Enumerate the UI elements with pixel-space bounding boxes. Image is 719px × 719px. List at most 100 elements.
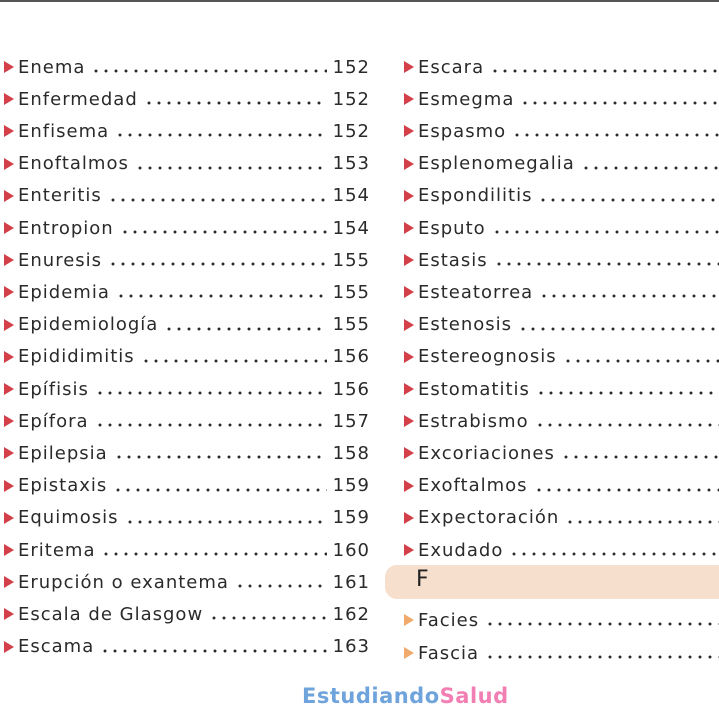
index-entry: Estomatitis: [404, 376, 719, 402]
entry-term: Fascia: [418, 642, 480, 664]
dot-leader: [518, 326, 719, 331]
bullet: [404, 647, 414, 659]
page-number: 152: [332, 88, 370, 110]
dot-leader: [115, 133, 327, 138]
page-number: 156: [332, 378, 370, 400]
page-number: 155: [332, 249, 370, 271]
index-entry: Entropion 154: [4, 215, 370, 241]
page-number: 159: [332, 507, 370, 529]
bullet: [4, 447, 14, 460]
entry-term: Equimosis: [18, 507, 119, 529]
top-rule: [0, 0, 719, 2]
dot-leader: [91, 69, 327, 73]
entry-term: Eritema: [18, 539, 96, 561]
dot-leader: [113, 487, 327, 492]
bullet: [404, 254, 414, 267]
index-entry: Erupción o exantema 161: [4, 569, 370, 595]
entry-term: Espondilitis: [418, 185, 533, 207]
bullet: [4, 125, 14, 138]
dot-leader: [491, 230, 719, 234]
index-entry: Exudado: [404, 537, 719, 563]
entry-term: Esteatorrea: [418, 281, 534, 303]
dot-leader: [490, 69, 719, 73]
entry-term: Excoriaciones: [418, 442, 555, 464]
dot-leader: [113, 455, 327, 460]
index-entry: Expectoración: [404, 505, 719, 531]
entry-term: Erupción o exantema: [18, 571, 229, 593]
dot-leader: [94, 423, 327, 428]
bullet: [404, 318, 414, 331]
entry-term: Epididimitis: [18, 346, 135, 368]
page-number: 154: [332, 217, 370, 239]
dot-leader: [164, 326, 327, 331]
bullet: [404, 479, 414, 492]
index-entry: Esmegma: [404, 86, 719, 112]
index-entry: Exoftalmos: [404, 473, 719, 499]
page-number: 152: [332, 56, 370, 78]
entry-term: Enteritis: [18, 185, 102, 207]
entry-term: Epistaxis: [18, 475, 108, 497]
brand-part: Salud: [439, 684, 509, 708]
dot-leader: [560, 455, 719, 460]
dot-leader: [234, 584, 327, 589]
dot-leader: [94, 391, 327, 395]
entry-term: Escara: [418, 56, 485, 78]
dot-leader: [565, 519, 719, 524]
dot-leader: [143, 101, 327, 106]
brand-part: Estudiando: [302, 684, 440, 708]
entry-term: Enfermedad: [18, 88, 138, 110]
entry-term: Estasis: [418, 249, 488, 271]
index-entry: Estereognosis: [404, 344, 719, 370]
index-entry: Espasmo: [404, 118, 719, 144]
page-number: 156: [332, 346, 370, 368]
dot-leader: [538, 197, 719, 202]
index-entry: Estenosis: [404, 312, 719, 338]
index-entry: Esplenomegalia: [404, 151, 719, 177]
index-entry: Epífora 157: [4, 408, 370, 434]
dot-leader: [485, 655, 719, 659]
section-band: F: [385, 565, 719, 599]
entry-term: Estereognosis: [418, 346, 557, 368]
bullet: [4, 222, 14, 234]
index-entry: Estrabismo: [404, 408, 719, 434]
bullet: [404, 125, 414, 138]
dot-leader: [108, 262, 327, 267]
index-entry: Epidemiología 155: [4, 312, 370, 338]
entry-term: Epífisis: [18, 378, 89, 400]
index-entry: Estasis: [404, 247, 719, 273]
index-entry: Epilepsia 158: [4, 440, 370, 466]
dot-leader: [100, 648, 327, 653]
bullet: [404, 383, 414, 395]
page-number: 153: [332, 153, 370, 175]
bullet: [4, 254, 14, 267]
index-entry: Facies: [404, 607, 719, 633]
dot-leader: [101, 552, 327, 556]
index-entry: Escala de Glasgow 162: [4, 601, 370, 627]
entry-term: Enoftalmos: [18, 153, 129, 175]
bullet: [4, 286, 14, 299]
bullet: [4, 93, 14, 106]
index-entry: Escara: [404, 54, 719, 80]
index-entry: Enema 152: [4, 54, 370, 80]
index-entry: Eritema 160: [4, 537, 370, 563]
bullet: [4, 544, 14, 556]
entry-term: Esputo: [418, 217, 486, 239]
index-entry: Equimosis 159: [4, 505, 370, 531]
entry-term: Estomatitis: [418, 378, 530, 400]
bullet: [404, 511, 414, 524]
entry-term: Enuresis: [18, 249, 103, 271]
dot-leader: [107, 197, 327, 202]
entry-term: Espasmo: [418, 120, 507, 142]
dot-leader: [119, 230, 327, 234]
bullet: [4, 415, 14, 428]
page-number: 161: [332, 571, 370, 593]
page-number: 157: [332, 410, 370, 432]
index-entry: Enteritis 154: [4, 183, 370, 209]
page-number: 155: [332, 281, 370, 303]
entry-term: Epífora: [18, 410, 89, 432]
index-entry: Enfisema 152: [4, 118, 370, 144]
bullet: [4, 640, 14, 653]
bullet: [4, 61, 14, 73]
entry-term: Enfisema: [18, 120, 110, 142]
